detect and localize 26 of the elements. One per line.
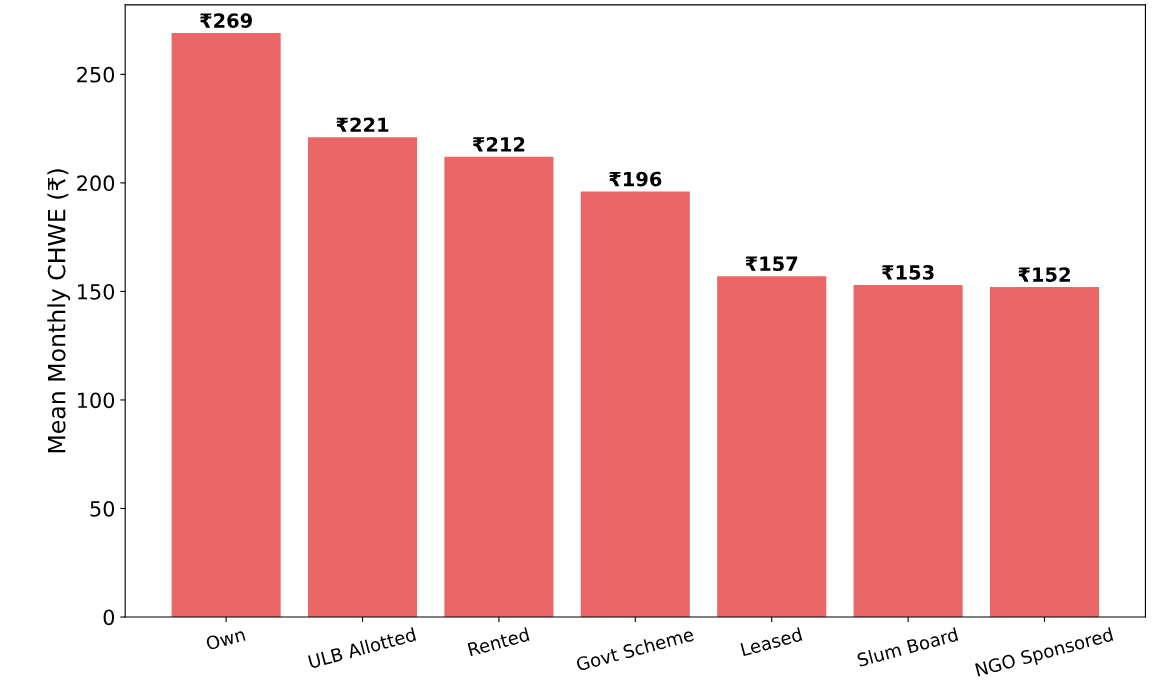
x-tick-label: Govt Scheme <box>575 627 695 672</box>
data-label: ₹212 <box>472 136 525 152</box>
bar <box>171 33 281 618</box>
data-label: ₹221 <box>336 117 389 132</box>
bar <box>989 287 1100 618</box>
data-label: ₹153 <box>882 265 934 280</box>
y-tick-label: 150 <box>77 283 115 300</box>
bar <box>444 156 554 618</box>
y-tick-label: 0 <box>103 609 115 626</box>
bar <box>853 284 963 618</box>
y-tick-label: 50 <box>90 500 115 517</box>
bar <box>717 276 827 618</box>
data-label: ₹157 <box>745 256 798 272</box>
data-label: ₹152 <box>1018 267 1070 282</box>
x-tick-label: Own <box>205 627 246 651</box>
data-label: ₹196 <box>609 171 662 187</box>
data-label: ₹269 <box>200 13 252 28</box>
bar <box>580 191 690 618</box>
x-tick-label: Slum Board <box>856 627 959 667</box>
x-tick-label: Rented <box>467 627 530 657</box>
y-tick-label: 200 <box>77 175 115 192</box>
y-axis-title: Mean Monthly CHWE (₹) <box>47 169 71 453</box>
x-tick-label: Leased <box>740 627 803 657</box>
y-tick-label: 100 <box>77 392 115 409</box>
bar <box>307 137 418 618</box>
y-tick-label: 250 <box>77 66 115 83</box>
